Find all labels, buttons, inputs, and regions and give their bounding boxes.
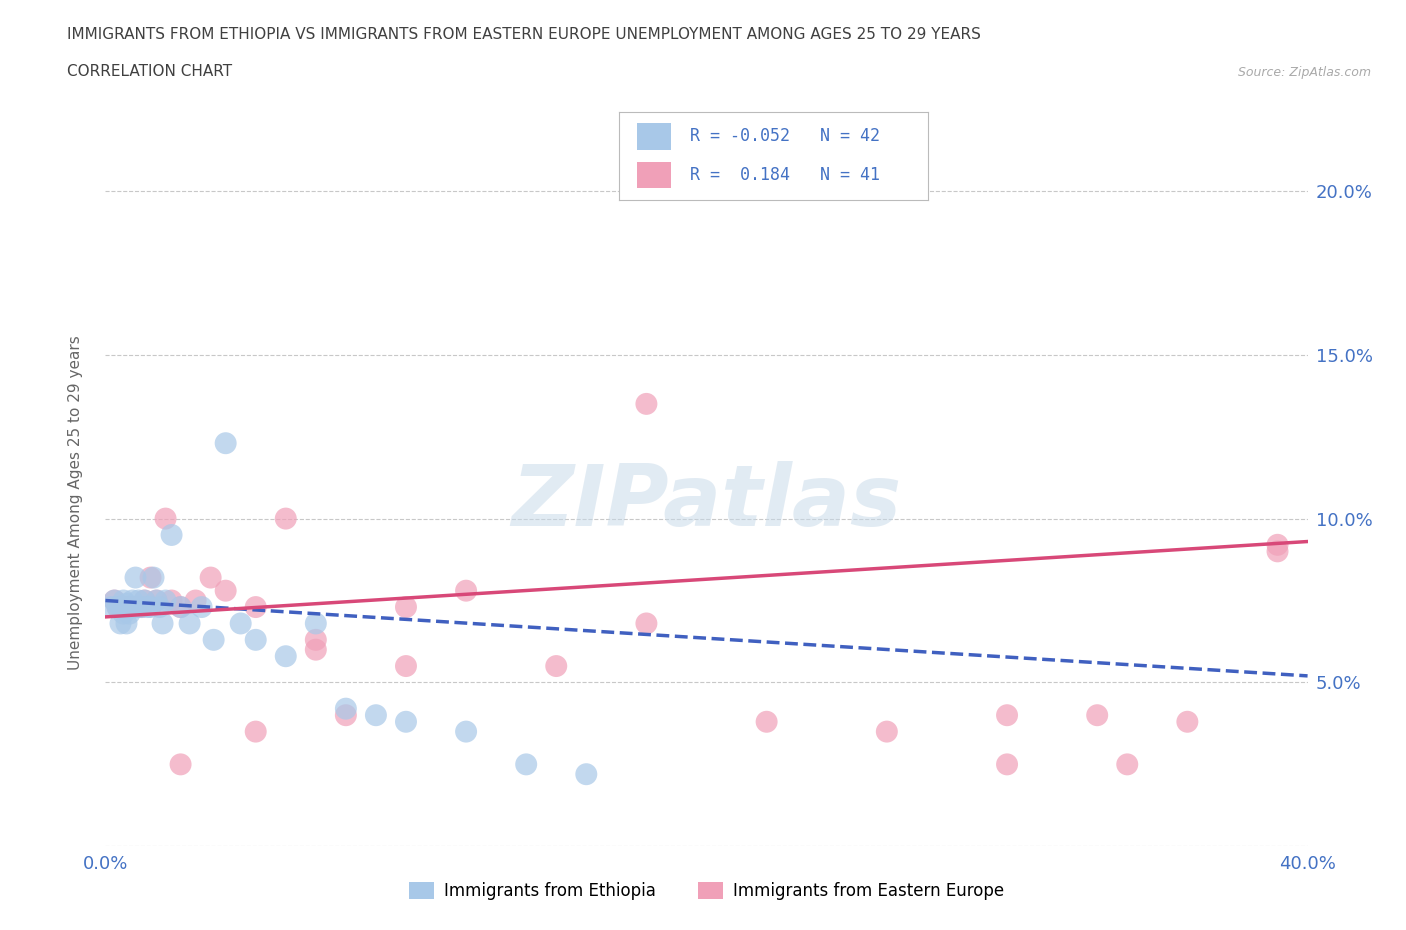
- Point: [636, 616, 658, 631]
- Point: [335, 701, 357, 716]
- Point: [107, 600, 129, 615]
- Point: [152, 616, 174, 631]
- Point: [636, 396, 658, 411]
- Y-axis label: Unemployment Among Ages 25 to 29 years: Unemployment Among Ages 25 to 29 years: [69, 335, 83, 670]
- Point: [200, 570, 222, 585]
- Point: [995, 757, 1018, 772]
- Point: [274, 512, 297, 526]
- Point: [110, 600, 132, 615]
- Point: [364, 708, 387, 723]
- Point: [118, 600, 141, 615]
- Point: [1267, 538, 1289, 552]
- Point: [274, 649, 297, 664]
- Point: [134, 593, 156, 608]
- Point: [169, 757, 191, 772]
- Point: [124, 600, 146, 615]
- Point: [124, 570, 146, 585]
- Point: [169, 600, 191, 615]
- Point: [115, 600, 138, 615]
- Text: R =  0.184   N = 41: R = 0.184 N = 41: [690, 166, 880, 184]
- Point: [145, 593, 167, 608]
- Point: [160, 527, 183, 542]
- Point: [454, 724, 477, 739]
- Point: [214, 583, 236, 598]
- Point: [1267, 544, 1289, 559]
- Point: [995, 708, 1018, 723]
- Point: [1116, 757, 1139, 772]
- Point: [139, 600, 162, 615]
- Point: [245, 632, 267, 647]
- Point: [305, 632, 328, 647]
- Point: [118, 600, 141, 615]
- Point: [110, 616, 132, 631]
- Point: [305, 616, 328, 631]
- Point: [128, 600, 150, 615]
- Point: [395, 658, 418, 673]
- Point: [103, 593, 125, 608]
- Point: [335, 708, 357, 723]
- Point: [136, 600, 159, 615]
- Point: [134, 593, 156, 608]
- Point: [121, 593, 143, 608]
- Point: [103, 593, 125, 608]
- Bar: [637, 123, 671, 150]
- Text: R = -0.052   N = 42: R = -0.052 N = 42: [690, 127, 880, 145]
- Point: [112, 606, 135, 621]
- Bar: [637, 162, 671, 189]
- Point: [121, 600, 143, 615]
- Point: [124, 600, 146, 615]
- Point: [245, 724, 267, 739]
- Point: [1085, 708, 1108, 723]
- Point: [184, 593, 207, 608]
- Point: [245, 600, 267, 615]
- Point: [100, 600, 122, 615]
- Point: [546, 658, 568, 673]
- Point: [121, 600, 143, 615]
- Point: [305, 643, 328, 658]
- Point: [160, 593, 183, 608]
- Point: [169, 600, 191, 615]
- Point: [139, 570, 162, 585]
- Point: [202, 632, 225, 647]
- Text: Source: ZipAtlas.com: Source: ZipAtlas.com: [1237, 66, 1371, 79]
- Point: [229, 616, 252, 631]
- Point: [128, 593, 150, 608]
- Point: [112, 593, 135, 608]
- Text: ZIPatlas: ZIPatlas: [512, 460, 901, 544]
- Point: [755, 714, 778, 729]
- Point: [115, 596, 138, 611]
- Point: [155, 593, 177, 608]
- Point: [145, 593, 167, 608]
- Point: [214, 436, 236, 451]
- Point: [575, 766, 598, 781]
- Point: [179, 616, 201, 631]
- Point: [155, 512, 177, 526]
- Point: [395, 714, 418, 729]
- Point: [1175, 714, 1198, 729]
- Point: [876, 724, 898, 739]
- Legend: Immigrants from Ethiopia, Immigrants from Eastern Europe: Immigrants from Ethiopia, Immigrants fro…: [402, 875, 1011, 907]
- Point: [131, 600, 153, 615]
- Point: [395, 600, 418, 615]
- Point: [454, 583, 477, 598]
- Point: [131, 600, 153, 615]
- Point: [515, 757, 537, 772]
- Point: [190, 600, 212, 615]
- Text: IMMIGRANTS FROM ETHIOPIA VS IMMIGRANTS FROM EASTERN EUROPE UNEMPLOYMENT AMONG AG: IMMIGRANTS FROM ETHIOPIA VS IMMIGRANTS F…: [67, 27, 981, 42]
- Point: [110, 600, 132, 615]
- Point: [115, 616, 138, 631]
- Point: [142, 570, 165, 585]
- Point: [128, 600, 150, 615]
- Text: CORRELATION CHART: CORRELATION CHART: [67, 64, 232, 79]
- Point: [112, 600, 135, 615]
- Point: [118, 606, 141, 621]
- Point: [148, 600, 170, 615]
- Point: [107, 600, 129, 615]
